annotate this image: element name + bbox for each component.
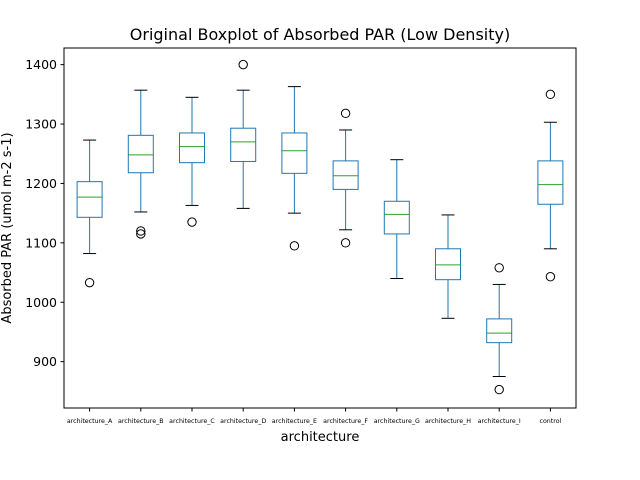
x-tick-label: architecture_I: [478, 418, 521, 425]
iqr-box: [486, 318, 513, 344]
iqr-box: [127, 134, 154, 174]
x-tick-label: architecture_A: [67, 418, 113, 425]
iqr-box: [179, 132, 205, 164]
outlier-point: [545, 89, 556, 100]
box-group-architecture_B: [127, 89, 154, 239]
y-axis-label: Absorbed PAR (umol m-2 s-1): [0, 132, 15, 323]
outlier-point: [136, 229, 146, 239]
box-group-architecture_D: [230, 59, 257, 209]
y-tick-label: 1000: [25, 295, 57, 310]
outlier-point: [238, 59, 248, 70]
y-tick-label: 1400: [25, 57, 57, 72]
y-axis: 900 1000 1100 1200 1300 1400: [25, 57, 64, 369]
iqr-box: [332, 160, 359, 190]
y-tick-label: 900: [33, 354, 57, 369]
x-axis-label: architecture: [281, 430, 360, 445]
x-axis: architecture_A architecture_B architecture…: [67, 408, 562, 425]
outlier-point: [340, 108, 351, 119]
box-group-control: [537, 89, 564, 282]
iqr-box: [435, 248, 461, 281]
box-group-architecture_I: [486, 263, 513, 395]
y-tick-label: 1300: [25, 117, 57, 132]
y-tick-label: 1100: [25, 235, 57, 250]
axes-frame: [63, 47, 577, 409]
box-group-architecture_C: [179, 96, 205, 227]
y-tick-label: 1200: [25, 176, 57, 191]
x-tick-label: architecture_B: [118, 418, 164, 425]
plot-area: [76, 59, 564, 395]
box-group-architecture_A: [76, 139, 103, 288]
outlier-point: [545, 272, 556, 282]
x-tick-label: architecture_D: [220, 418, 266, 425]
outlier-point: [494, 263, 504, 273]
iqr-box: [76, 181, 103, 218]
box-group-architecture_F: [332, 108, 359, 248]
iqr-box: [230, 127, 257, 162]
outlier-point: [136, 226, 146, 236]
outlier-point: [340, 238, 351, 248]
x-tick-label: architecture_E: [272, 418, 317, 425]
outlier-point: [494, 384, 504, 395]
box-group-architecture_G: [383, 159, 410, 279]
iqr-box: [383, 200, 410, 235]
x-tick-label: architecture_G: [374, 418, 420, 425]
box-group-architecture_H: [435, 214, 461, 319]
x-tick-label: architecture_F: [323, 418, 368, 425]
outlier-point: [289, 241, 300, 251]
box-group-architecture_E: [281, 86, 308, 251]
iqr-box: [537, 160, 564, 205]
x-tick-label: control: [539, 418, 561, 425]
x-tick-label: architecture_C: [169, 418, 215, 425]
iqr-box: [281, 132, 308, 174]
x-tick-label: architecture_H: [425, 418, 471, 425]
chart-title: Original Boxplot of Absorbed PAR (Low De…: [130, 25, 510, 44]
outlier-point: [187, 217, 197, 227]
outlier-point: [84, 277, 95, 288]
